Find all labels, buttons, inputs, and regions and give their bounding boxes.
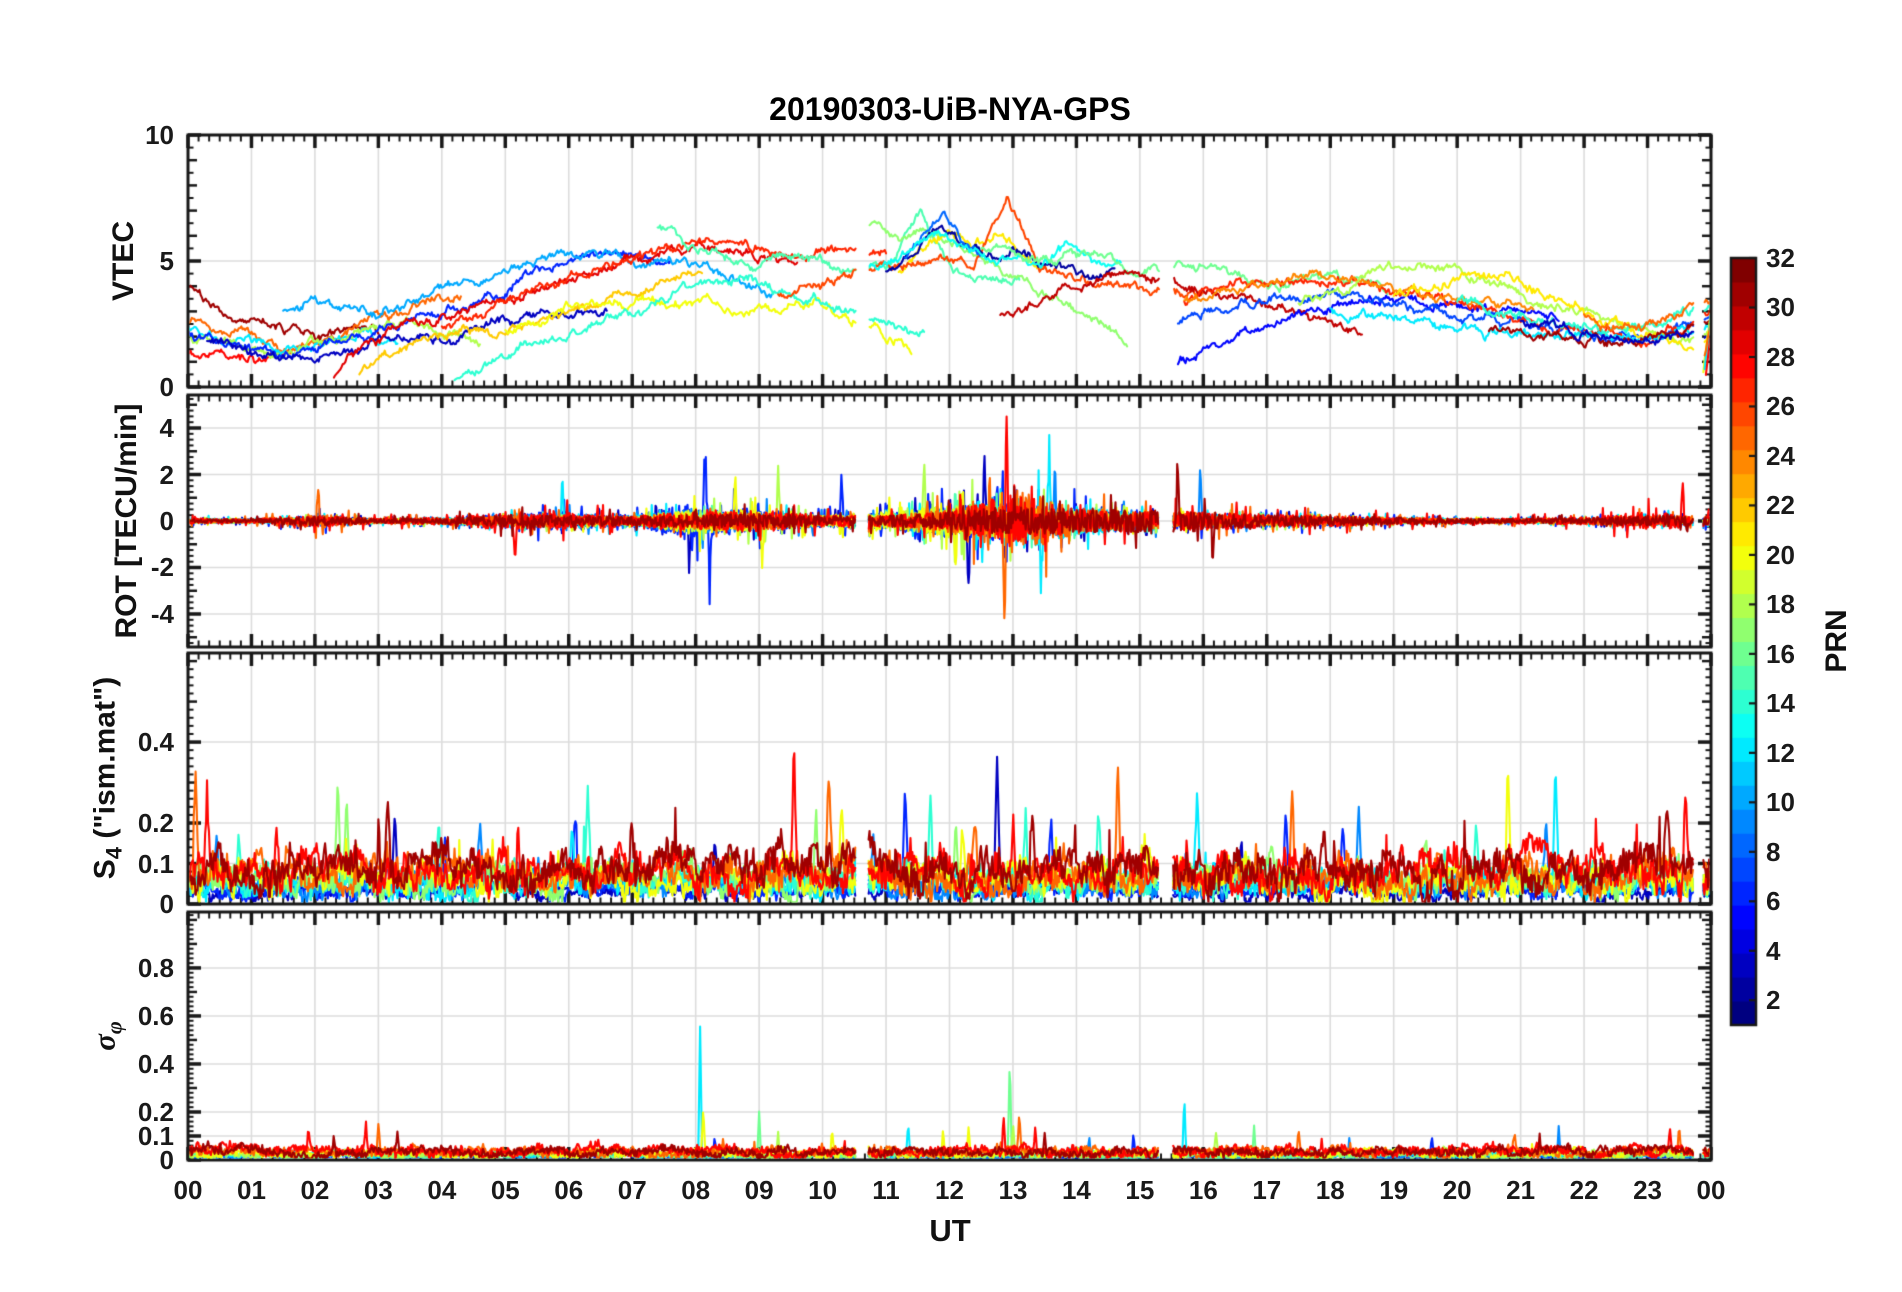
colorbar-tick-label: 4	[1766, 935, 1781, 966]
x-axis-label: UT	[929, 1213, 971, 1248]
x-tick-label: 05	[490, 1175, 520, 1205]
x-tick-label: 13	[998, 1175, 1028, 1205]
x-tick-label: 01	[236, 1175, 266, 1205]
sigma_phi-y-tick-label: 0.6	[137, 1000, 174, 1031]
rot-y-tick-label: -4	[150, 598, 174, 629]
x-tick-label: 12	[935, 1175, 964, 1205]
x-tick-label: 00	[1696, 1175, 1726, 1205]
colorbar-tick-label: 26	[1766, 391, 1795, 422]
x-tick-label: 16	[1188, 1175, 1218, 1205]
colorbar-tick-label: 28	[1766, 341, 1795, 372]
x-tick-label: 06	[554, 1175, 584, 1205]
s4-y-tick-label: 0.1	[137, 848, 174, 879]
rot-y-tick-label: -2	[150, 552, 174, 583]
colorbar-tick-label: 14	[1766, 688, 1795, 719]
x-tick-label: 22	[1569, 1175, 1599, 1205]
x-tick-label: 19	[1379, 1175, 1409, 1205]
s4-y-tick-label: 0	[159, 889, 174, 919]
sigma_phi-y-tick-label: 0	[159, 1145, 174, 1175]
s4-y-tick-label: 0.2	[137, 808, 174, 839]
colorbar-tick-label: 30	[1766, 292, 1795, 323]
colorbar-tick-label: 16	[1766, 638, 1795, 669]
x-tick-label: 02	[300, 1175, 330, 1205]
sigma_phi-y-tick-label: 0.1	[137, 1120, 174, 1151]
x-tick-label: 17	[1252, 1175, 1282, 1205]
x-tick-label: 23	[1633, 1175, 1662, 1205]
vtec-y-tick-label: 0	[159, 372, 174, 402]
x-tick-label: 00	[173, 1175, 203, 1205]
sigma_phi-y-tick-label: 0.8	[137, 952, 174, 983]
rot-y-tick-label: 4	[159, 413, 174, 443]
x-tick-label: 04	[427, 1175, 457, 1205]
rot-y-tick-label: 0	[159, 506, 174, 536]
colorbar-tick-label: 24	[1766, 440, 1795, 471]
colorbar-tick-label: 22	[1766, 490, 1795, 521]
sigma_phi-y-tick-label: 0.4	[137, 1048, 174, 1079]
x-tick-label: 14	[1061, 1175, 1091, 1205]
s4-y-tick-label: 0.4	[137, 727, 174, 758]
x-tick-label: 10	[808, 1175, 838, 1205]
x-tick-label: 18	[1315, 1175, 1345, 1205]
colorbar-tick-label: 20	[1766, 539, 1795, 570]
x-tick-label: 09	[744, 1175, 774, 1205]
x-tick-label: 03	[363, 1175, 393, 1205]
colorbar-tick-label: 6	[1766, 886, 1781, 917]
x-tick-label: 20	[1442, 1175, 1472, 1205]
colorbar-tick-label: 10	[1766, 787, 1795, 818]
x-tick-label: 11	[872, 1175, 900, 1205]
colorbar-tick-label: 18	[1766, 589, 1795, 620]
colorbar-tick-label: 12	[1766, 737, 1795, 768]
rot-y-tick-label: 2	[159, 459, 174, 490]
x-tick-label: 21	[1506, 1175, 1536, 1205]
x-tick-label: 07	[617, 1175, 647, 1205]
colorbar-tick-label: 32	[1766, 243, 1795, 273]
x-tick-label: 15	[1125, 1175, 1155, 1205]
colorbar-tick-label: 2	[1766, 985, 1781, 1016]
sigma_phi-y-tick-label: 0.2	[137, 1096, 174, 1127]
vtec-y-tick-label: 10	[145, 120, 174, 150]
chart-title: 20190303-UiB-NYA-GPS	[769, 91, 1131, 127]
x-tick-label: 08	[681, 1175, 711, 1205]
vtec-y-tick-label: 5	[159, 246, 174, 276]
colorbar-tick-label: 8	[1766, 836, 1781, 867]
